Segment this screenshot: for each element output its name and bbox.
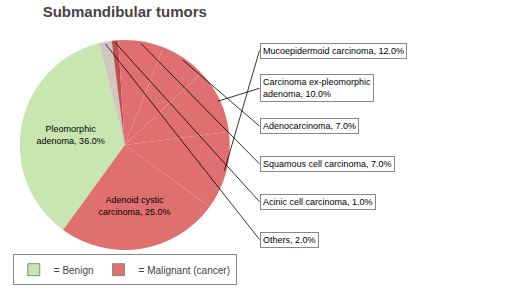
svg-text:Acinic cell carcinoma, 1.0%: Acinic cell carcinoma, 1.0% (263, 197, 373, 207)
svg-text:Adenocarcinoma, 7.0%: Adenocarcinoma, 7.0% (263, 121, 356, 131)
svg-text:Pleomorphicadenoma, 36.0%: Pleomorphicadenoma, 36.0% (37, 124, 105, 146)
svg-text:Carcinoma ex-pleomorphicadenom: Carcinoma ex-pleomorphicadenoma, 10.0% (263, 77, 371, 99)
svg-text:Squamous cell carcinoma, 7.0%: Squamous cell carcinoma, 7.0% (263, 159, 392, 169)
svg-text:= Benign: = Benign (54, 265, 94, 276)
svg-text:= Malignant (cancer): = Malignant (cancer) (139, 265, 230, 276)
svg-text:Submandibular tumors: Submandibular tumors (43, 3, 207, 20)
svg-text:Mucoepidermoid carcinoma, 12.0: Mucoepidermoid carcinoma, 12.0% (263, 46, 404, 56)
svg-text:Others, 2.0%: Others, 2.0% (263, 235, 316, 245)
svg-text:Adenoid cysticcarcinoma, 25.0%: Adenoid cysticcarcinoma, 25.0% (98, 195, 170, 217)
